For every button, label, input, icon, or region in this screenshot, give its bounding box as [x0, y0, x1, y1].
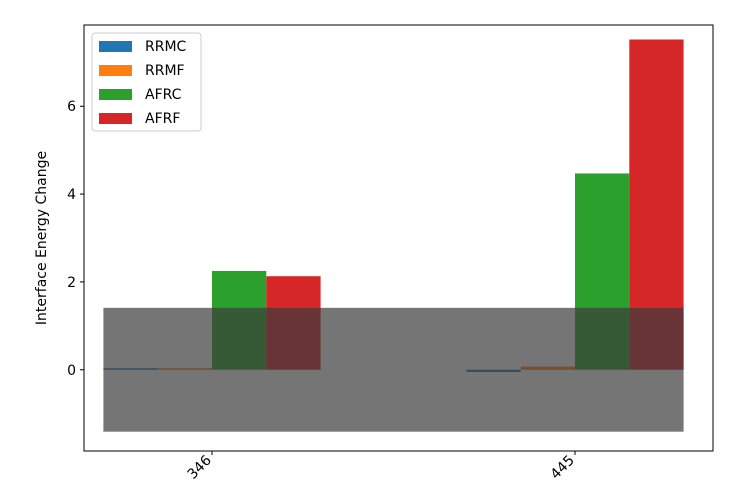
- legend-label-rrmf: RRMF: [145, 63, 185, 79]
- legend-swatch-rrmf: [99, 65, 132, 76]
- y-tick-label: 0: [67, 363, 76, 379]
- legend-label-rrmc: RRMC: [145, 39, 187, 55]
- legend-swatch-afrf: [99, 113, 132, 124]
- y-axis: 0 2 4 6: [67, 99, 84, 379]
- legend-label-afrf: AFRF: [145, 111, 180, 127]
- y-axis-label: Interface Energy Change: [34, 151, 50, 325]
- y-tick-label: 2: [67, 275, 76, 291]
- legend-label-afrc: AFRC: [145, 87, 182, 103]
- legend-swatch-afrc: [99, 89, 132, 100]
- legend-box: [91, 32, 202, 132]
- legend: RRMC RRMF AFRC AFRF: [91, 32, 202, 132]
- y-tick-label: 6: [67, 99, 76, 115]
- legend-swatch-rrmc: [99, 41, 132, 52]
- y-tick-label: 4: [67, 187, 76, 203]
- shaded-band: [103, 307, 684, 432]
- plot-frame: [83, 24, 714, 452]
